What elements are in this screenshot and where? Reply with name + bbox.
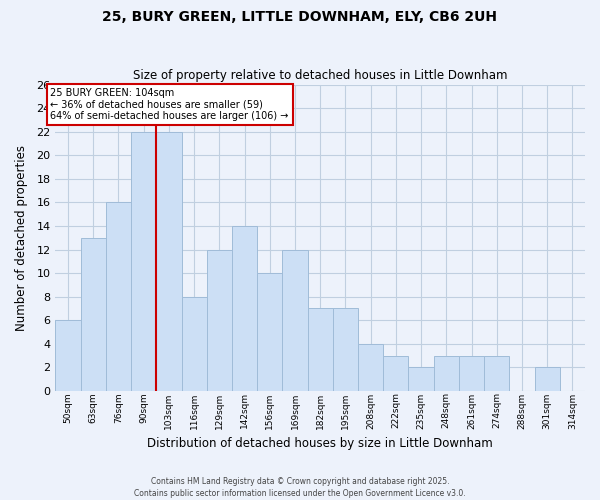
Text: Contains HM Land Registry data © Crown copyright and database right 2025.
Contai: Contains HM Land Registry data © Crown c… [134, 476, 466, 498]
Bar [55, 320, 80, 391]
Bar [80, 238, 106, 391]
Title: Size of property relative to detached houses in Little Downham: Size of property relative to detached ho… [133, 69, 508, 82]
Bar [535, 368, 560, 391]
Bar [157, 132, 182, 391]
Bar [409, 368, 434, 391]
X-axis label: Distribution of detached houses by size in Little Downham: Distribution of detached houses by size … [148, 437, 493, 450]
Bar [333, 308, 358, 391]
Bar [434, 356, 459, 391]
Text: 25, BURY GREEN, LITTLE DOWNHAM, ELY, CB6 2UH: 25, BURY GREEN, LITTLE DOWNHAM, ELY, CB6… [103, 10, 497, 24]
Bar [106, 202, 131, 391]
Bar [459, 356, 484, 391]
Bar [257, 273, 283, 391]
Y-axis label: Number of detached properties: Number of detached properties [15, 144, 28, 330]
Bar [358, 344, 383, 391]
Bar [383, 356, 409, 391]
Bar [283, 250, 308, 391]
Bar [484, 356, 509, 391]
Bar [207, 250, 232, 391]
Bar [131, 132, 157, 391]
Bar [182, 296, 207, 391]
Text: 25 BURY GREEN: 104sqm
← 36% of detached houses are smaller (59)
64% of semi-deta: 25 BURY GREEN: 104sqm ← 36% of detached … [50, 88, 289, 122]
Bar [308, 308, 333, 391]
Bar [232, 226, 257, 391]
